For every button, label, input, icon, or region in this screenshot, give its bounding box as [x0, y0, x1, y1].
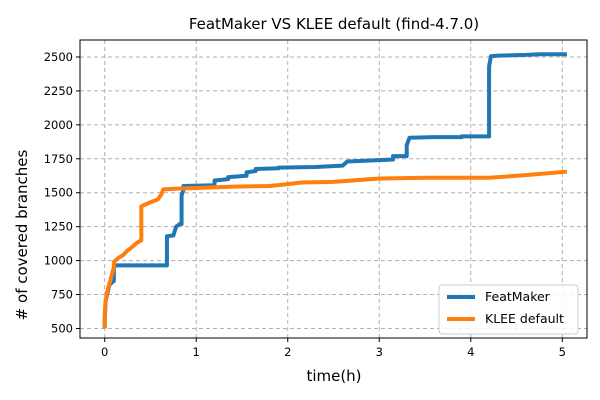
y-tick-label: 2000 — [44, 118, 73, 132]
x-tick-label: 0 — [101, 345, 108, 359]
y-tick-label: 2500 — [44, 50, 73, 64]
series-layer — [102, 52, 568, 329]
y-axis-ticks: 500 750 1000 1250 1500 1750 2000 2250 2500 — [44, 50, 80, 335]
x-tick-label: 1 — [193, 345, 200, 359]
y-tick-label: 2250 — [44, 84, 73, 98]
y-tick-label: 1250 — [44, 220, 73, 234]
x-tick-label: 2 — [284, 345, 291, 359]
y-tick-label: 1500 — [44, 186, 73, 200]
x-tick-label: 4 — [467, 345, 474, 359]
y-tick-label: 1750 — [44, 152, 73, 166]
legend-label-klee-default: KLEE default — [485, 311, 564, 326]
x-axis-title: time(h) — [306, 367, 361, 385]
grid — [80, 40, 587, 338]
x-axis-ticks: 0 1 2 3 4 5 — [101, 338, 566, 359]
x-tick-label: 3 — [376, 345, 383, 359]
y-tick-label: 1000 — [44, 254, 73, 268]
x-tick-label: 5 — [559, 345, 566, 359]
y-tick-label: 750 — [51, 288, 73, 302]
chart-title: FeatMaker VS KLEE default (find-4.7.0) — [189, 15, 479, 33]
y-tick-label: 500 — [51, 321, 73, 335]
series-line-klee-default — [102, 169, 568, 329]
legend: FeatMaker KLEE default — [438, 284, 579, 335]
legend-label-featmaker: FeatMaker — [485, 289, 551, 304]
plot-area — [79, 39, 588, 339]
y-axis-title: # of covered branches — [13, 150, 31, 321]
